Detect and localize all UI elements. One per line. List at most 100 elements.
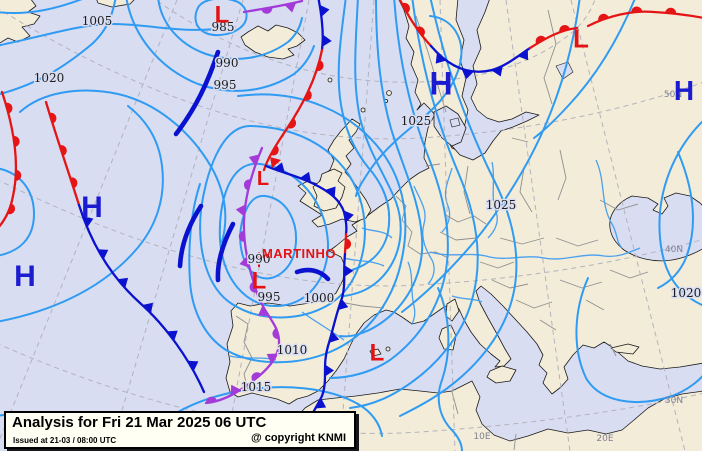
occluded-front-symbol [249,281,257,293]
iceland-coast [240,24,306,60]
isobar-label: 1020 [34,71,65,85]
warm-front [528,26,579,50]
warm-front-symbol [13,135,20,147]
copyright-label: @ copyright KNMI [250,432,346,444]
warm-front-symbol [665,7,677,14]
faroe-islands [327,77,333,83]
warm-front [398,0,433,48]
balearics-coast [369,348,382,357]
trough-line [294,267,331,282]
cold-front-symbol [117,277,129,289]
warm-front [586,10,702,28]
cold-front [77,203,206,394]
shetland-islands [386,90,392,96]
crete-coast [610,343,640,355]
isobar-label: 995 [258,290,281,304]
cold-front-symbol [461,69,474,80]
graticule-label: 50N [664,90,682,100]
cold-front-symbol [324,364,335,377]
cold-front-symbol [325,186,336,198]
danube-river [429,247,641,260]
pressure-center-low: L [215,2,230,29]
occluded-front-symbol [206,396,218,404]
cold-front-symbol [344,264,354,277]
cold-front [264,164,348,236]
pressure-centers-layer: L L L L L H H H H [14,2,694,367]
rhine-river [413,185,435,285]
cold-front-symbol [435,52,447,64]
isobar-label: 1025 [401,114,432,128]
warm-front [0,90,18,228]
pressure-center-low: L [252,268,267,295]
pressure-center-high: H [429,66,452,102]
cold-front-symbol [299,171,312,183]
pressure-center-high: H [14,260,36,293]
warm-front-symbol [270,145,279,156]
warm-front-symbol [316,60,324,72]
isobar-label: 1010 [277,343,308,357]
isobar-label: 1000 [304,291,335,305]
isobar-labels-layer: 985 990 995 1005 1020 990 995 1000 1010 1015 1025 1… [32,13,702,396]
warm-front-symbol [49,112,57,124]
orkney-islands [360,107,366,113]
lake-vanern [449,117,461,128]
minorca-island [385,346,391,352]
isobar-label: 1005 [82,14,113,28]
warm-front-symbol [535,35,546,44]
cold-front-symbol [518,49,529,61]
warm-front-symbol [631,6,643,13]
pressure-center-low: L [573,23,589,53]
occluded-front-symbol [230,384,241,396]
loire-river [343,257,385,267]
warm-front-symbol [303,90,312,101]
occluded-front-symbol [284,2,297,13]
dnieper-river [595,159,623,249]
cold-front-symbol [322,34,332,47]
cold-front-symbol [315,397,327,409]
storm-name-label: MARTINHO [262,246,336,261]
trough-line [177,203,204,269]
cold-front-symbol [337,298,349,311]
occluded-front-symbol [238,230,245,242]
graticule-label: 40N [665,245,683,255]
pressure-center-high: H [674,75,694,106]
storm-name-layer: MARTINHO [262,246,336,261]
analysis-bar: Analysis for Fri 21 Mar 2025 06 UTC Issu… [4,411,356,449]
isobar-label: 990 [248,252,271,266]
pressure-center-low: L [257,168,269,190]
isobar-label: 995 [214,78,237,92]
cold-front-symbol [328,331,340,343]
graticule-label: 10E [473,432,490,442]
isobar-label: 990 [216,56,239,70]
isobar-label: 985 [212,20,235,34]
occluded-front [242,0,304,14]
cold-front-symbol [142,302,153,314]
trough-line [215,221,236,283]
warm-front-symbol [401,2,410,14]
warm-front-symbol [287,118,297,129]
warm-front [262,48,324,172]
cold-front [317,0,324,52]
graticule-label: 30N [665,396,683,406]
analysis-title: Analysis for Fri 21 Mar 2025 06 UTC [12,414,267,431]
occluded-front-symbol [272,328,280,340]
occluded-front-symbol [235,204,246,217]
cold-front-symbol [166,330,178,341]
occluded-front-symbol [266,353,278,364]
pressure-center-high: H [81,191,103,224]
issued-label: Issued at 21-03 / 08:00 UTC [13,436,117,445]
occluded-front-symbol [248,154,260,166]
cold-front-symbol [319,4,330,17]
occluded-front-symbol [257,305,269,316]
warm-front-symbol [345,238,352,250]
po-river [451,295,483,303]
occluded-front-symbol [261,7,273,14]
cold-front-symbol [273,162,285,173]
isobar-label: 1025 [486,198,517,212]
isobar-label: 1020 [671,286,702,300]
